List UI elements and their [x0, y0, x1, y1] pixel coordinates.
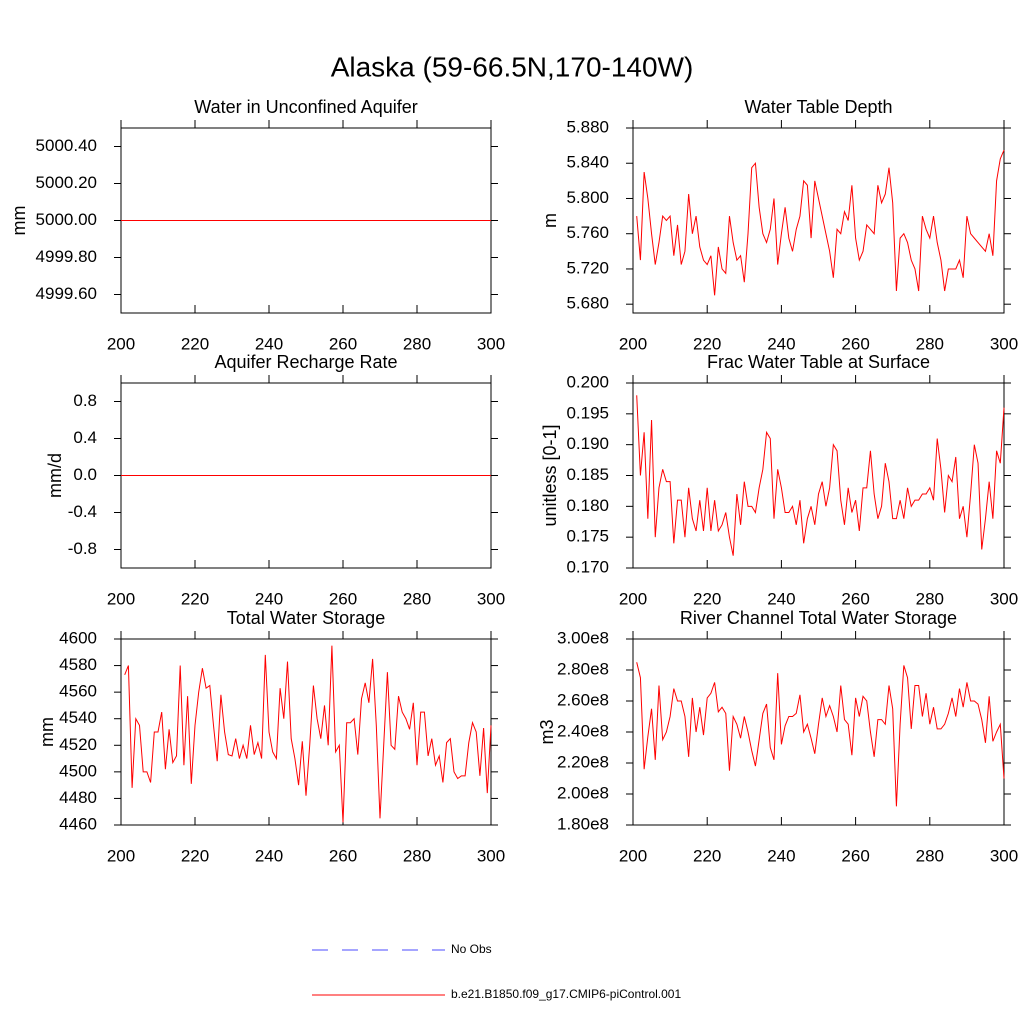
x-tick-label: 300: [477, 846, 505, 865]
x-tick-label: 240: [767, 846, 795, 865]
y-tick-label: 0.180: [566, 496, 609, 515]
plot-frame: [120, 638, 492, 826]
y-axis-label: m: [540, 213, 560, 228]
y-axis-label: mm/d: [45, 453, 65, 498]
x-tick-label: 260: [329, 334, 357, 353]
x-tick-label: 300: [990, 846, 1018, 865]
y-tick-label: 4999.80: [36, 247, 97, 266]
y-tick-label: 0.8: [73, 391, 97, 410]
y-tick-label: 4500: [59, 761, 97, 780]
x-tick-label: 300: [477, 334, 505, 353]
x-tick-label: 200: [107, 589, 135, 608]
y-tick-label: 2.80e8: [557, 659, 609, 678]
y-tick-label: 5000.20: [36, 173, 97, 192]
x-tick-label: 280: [403, 846, 431, 865]
y-tick-label: 5.840: [566, 153, 609, 172]
y-tick-label: 0.195: [566, 403, 609, 422]
y-tick-label: 2.20e8: [557, 752, 609, 771]
plot-frame: [632, 638, 1005, 826]
x-tick-label: 300: [990, 334, 1018, 353]
plot-frame: [632, 127, 1005, 314]
x-tick-label: 240: [255, 334, 283, 353]
data-line: [636, 395, 1005, 556]
x-tick-label: 280: [916, 589, 944, 608]
data-line: [636, 662, 1005, 807]
y-tick-label: 5.720: [566, 258, 609, 277]
y-tick-label: 4580: [59, 655, 97, 674]
x-tick-label: 240: [767, 334, 795, 353]
x-tick-label: 260: [329, 846, 357, 865]
y-tick-label: 2.60e8: [557, 690, 609, 709]
y-tick-label: 0.200: [566, 372, 609, 391]
panel-title: Frac Water Table at Surface: [707, 352, 930, 372]
y-tick-label: 4540: [59, 708, 97, 727]
y-tick-label: 4480: [59, 788, 97, 807]
y-tick-label: 0.185: [566, 465, 609, 484]
x-tick-label: 200: [107, 334, 135, 353]
y-tick-label: 4600: [59, 628, 97, 647]
x-tick-label: 220: [693, 589, 721, 608]
data-line: [124, 645, 492, 823]
y-tick-label: 5000.00: [36, 210, 97, 229]
y-tick-label: 5.680: [566, 294, 609, 313]
y-tick-label: 0.0: [73, 465, 97, 484]
x-tick-label: 280: [916, 846, 944, 865]
y-tick-label: -0.4: [68, 502, 97, 521]
y-tick-label: -0.8: [68, 539, 97, 558]
y-axis-label: m3: [537, 719, 557, 744]
x-tick-label: 220: [181, 334, 209, 353]
y-tick-label: 0.175: [566, 527, 609, 546]
panel-title: Total Water Storage: [227, 608, 385, 628]
x-tick-label: 300: [477, 589, 505, 608]
x-tick-label: 200: [107, 846, 135, 865]
y-tick-label: 4999.60: [36, 284, 97, 303]
x-tick-label: 220: [181, 589, 209, 608]
x-tick-label: 220: [181, 846, 209, 865]
panel-title: Water Table Depth: [744, 97, 892, 117]
y-tick-label: 1.80e8: [557, 814, 609, 833]
panel-title: Aquifer Recharge Rate: [214, 352, 397, 372]
panel-title: River Channel Total Water Storage: [680, 608, 957, 628]
x-tick-label: 240: [767, 589, 795, 608]
y-tick-label: 4520: [59, 735, 97, 754]
x-tick-label: 220: [693, 334, 721, 353]
y-tick-label: 5.760: [566, 223, 609, 242]
y-tick-label: 0.170: [566, 557, 609, 576]
y-tick-label: 4460: [59, 814, 97, 833]
x-tick-label: 260: [841, 846, 869, 865]
y-tick-label: 5.880: [566, 117, 609, 136]
x-tick-label: 280: [403, 334, 431, 353]
y-axis-label: unitless [0-1]: [540, 424, 560, 526]
x-tick-label: 200: [619, 589, 647, 608]
x-tick-label: 200: [619, 846, 647, 865]
legend-label: No Obs: [451, 942, 492, 956]
x-tick-label: 240: [255, 846, 283, 865]
y-axis-label: mm: [37, 717, 57, 747]
data-line: [636, 149, 1005, 296]
y-tick-label: 2.40e8: [557, 721, 609, 740]
x-tick-label: 280: [403, 589, 431, 608]
x-tick-label: 300: [990, 589, 1018, 608]
x-tick-label: 200: [619, 334, 647, 353]
y-tick-label: 3.00e8: [557, 628, 609, 647]
y-axis-label: mm: [9, 206, 29, 236]
x-tick-label: 280: [916, 334, 944, 353]
y-tick-label: 0.190: [566, 434, 609, 453]
figure-title: Alaska (59-66.5N,170-140W): [331, 51, 694, 82]
x-tick-label: 240: [255, 589, 283, 608]
x-tick-label: 260: [841, 589, 869, 608]
y-tick-label: 2.00e8: [557, 783, 609, 802]
y-tick-label: 4560: [59, 682, 97, 701]
legend-label: b.e21.B1850.f09_g17.CMIP6-piControl.001: [451, 987, 681, 1001]
panel-title: Water in Unconfined Aquifer: [194, 97, 417, 117]
x-tick-label: 260: [329, 589, 357, 608]
y-tick-label: 5.800: [566, 188, 609, 207]
x-tick-label: 220: [693, 846, 721, 865]
y-tick-label: 0.4: [73, 428, 97, 447]
x-tick-label: 260: [841, 334, 869, 353]
y-tick-label: 5000.40: [36, 136, 97, 155]
